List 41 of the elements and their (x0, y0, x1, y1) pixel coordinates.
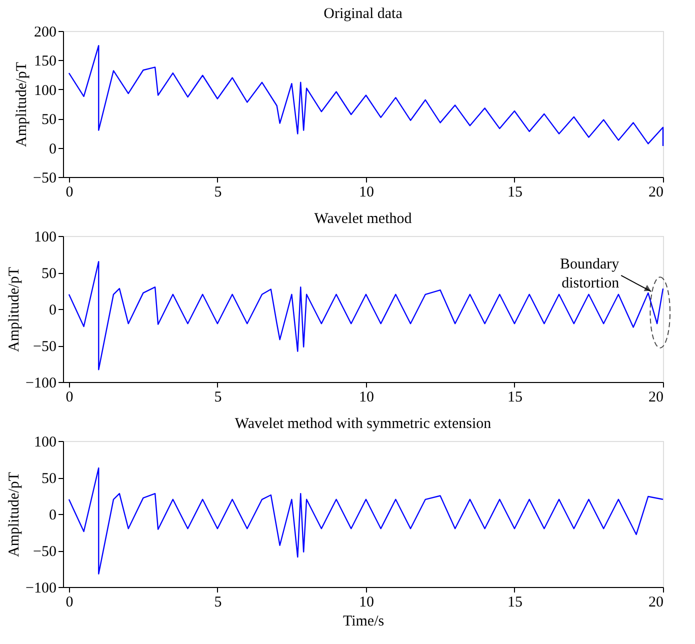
x-tick-label: 0 (66, 594, 74, 610)
y-axis-title: Amplitude/pT (14, 62, 30, 147)
x-tick-label: 15 (507, 184, 522, 200)
annotation: Boundary distortion (560, 256, 620, 292)
chart-title: Wavelet method with symmetric extension (234, 416, 492, 432)
x-tick-label: 0 (66, 390, 74, 406)
y-tick-label: 50 (42, 471, 56, 487)
x-tick-label: 20 (648, 390, 664, 406)
line-series (68, 467, 664, 574)
y-tick-label: 0 (49, 508, 56, 524)
x-tick-label: 20 (648, 184, 664, 200)
x-tick-label: 5 (214, 184, 222, 200)
x-tick-label: 15 (507, 390, 522, 406)
y-tick-label: −100 (26, 580, 56, 596)
chart-title: Original data (324, 6, 403, 22)
y-tick-label: 150 (34, 54, 56, 70)
x-axis-title: Time/s (342, 614, 384, 630)
y-axis-title: Amplitude/pT (6, 472, 23, 557)
x-tick-label: 15 (507, 594, 522, 610)
y-tick-label: 100 (34, 434, 56, 450)
y-tick-label: 100 (34, 82, 56, 99)
x-tick-label: 5 (214, 390, 222, 406)
y-tick-label: 0 (49, 141, 56, 158)
y-tick-label: −50 (33, 544, 56, 560)
x-tick-label: 10 (358, 390, 374, 406)
y-tick-label: −50 (33, 339, 56, 355)
x-tick-label: 0 (66, 184, 74, 200)
y-tick-label: 50 (42, 112, 56, 128)
y-tick-label: 50 (42, 266, 56, 282)
x-tick-label: 20 (648, 594, 664, 610)
x-tick-label: 10 (358, 594, 374, 610)
y-tick-label: −100 (26, 376, 56, 392)
line-series (68, 45, 664, 147)
y-tick-label: 200 (34, 24, 56, 40)
chart-title: Wavelet method (314, 211, 412, 227)
y-axis-title: Amplitude/pT (6, 267, 23, 352)
y-tick-label: −50 (33, 170, 56, 186)
y-tick-label: 0 (49, 302, 56, 318)
x-tick-label: 5 (214, 594, 222, 610)
y-tick-label: 100 (34, 230, 56, 246)
x-tick-label: 10 (358, 184, 374, 200)
